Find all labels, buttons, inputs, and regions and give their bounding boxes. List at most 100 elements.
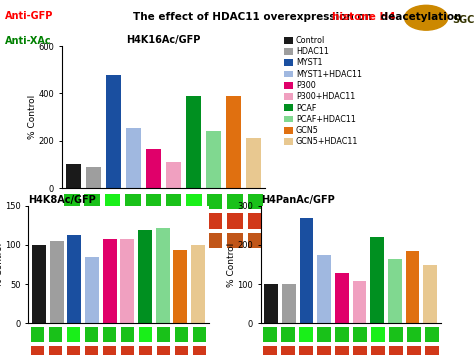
Bar (227, 233, 243, 248)
Bar (84, 233, 100, 248)
Bar (105, 233, 120, 248)
Bar (146, 149, 161, 188)
Bar (299, 346, 312, 355)
Bar (138, 230, 152, 323)
Bar (50, 241, 64, 323)
Bar (105, 213, 120, 229)
Bar (103, 346, 116, 355)
Bar (281, 346, 294, 355)
Text: The effect of HDAC11 overexpression on: The effect of HDAC11 overexpression on (133, 12, 375, 22)
Text: Anti-XAc: Anti-XAc (5, 36, 51, 45)
Bar (121, 346, 134, 355)
Bar (207, 194, 222, 209)
Bar (186, 194, 202, 209)
Bar (186, 213, 202, 229)
Text: H4PanAc/GFP: H4PanAc/GFP (261, 195, 335, 205)
Bar (157, 346, 170, 355)
Bar (49, 346, 62, 355)
Bar (281, 327, 294, 342)
Text: Anti-GFP: Anti-GFP (5, 11, 53, 21)
Bar (146, 213, 161, 229)
Bar (425, 346, 438, 355)
Title: H4K16Ac/GFP: H4K16Ac/GFP (127, 36, 201, 45)
Bar (186, 233, 202, 248)
Bar (206, 131, 221, 188)
Y-axis label: % Control: % Control (0, 242, 4, 286)
Bar (371, 346, 384, 355)
Bar (353, 281, 366, 323)
Bar (85, 346, 98, 355)
Bar (407, 327, 420, 342)
Bar (406, 251, 419, 323)
Bar (125, 194, 141, 209)
Bar (85, 257, 99, 323)
Bar (67, 327, 80, 342)
Bar (318, 255, 331, 323)
Bar (31, 327, 44, 342)
Y-axis label: % Control: % Control (27, 95, 36, 139)
Bar (335, 346, 348, 355)
Bar (388, 260, 402, 323)
Text: deacetylation: deacetylation (377, 12, 461, 22)
Bar (125, 233, 141, 248)
Bar (207, 213, 222, 229)
Circle shape (404, 5, 447, 30)
Bar (66, 164, 82, 188)
Bar (353, 327, 366, 342)
Bar (85, 327, 98, 342)
Bar (146, 233, 161, 248)
Bar (407, 346, 420, 355)
Bar (282, 284, 296, 323)
Bar (300, 218, 313, 323)
Bar (84, 194, 100, 209)
Bar (264, 284, 278, 323)
Bar (32, 245, 46, 323)
Bar (106, 75, 121, 188)
Bar (335, 327, 348, 342)
Bar (121, 327, 134, 342)
Bar (175, 346, 188, 355)
Bar (263, 327, 276, 342)
Bar (156, 228, 170, 323)
Bar (193, 346, 206, 355)
Bar (317, 327, 330, 342)
Bar (423, 265, 437, 323)
Bar (317, 346, 330, 355)
Bar (86, 167, 101, 188)
Bar (146, 194, 161, 209)
Bar (193, 327, 206, 342)
Bar (84, 213, 100, 229)
Bar (139, 346, 152, 355)
Bar (299, 327, 312, 342)
Bar (173, 250, 187, 323)
Bar (247, 194, 263, 209)
Bar (353, 346, 366, 355)
Bar (186, 96, 201, 188)
Bar (175, 327, 188, 342)
Bar (125, 213, 141, 229)
Bar (246, 138, 261, 188)
Bar (67, 346, 80, 355)
Bar (49, 327, 62, 342)
Y-axis label: % Control: % Control (227, 242, 236, 286)
Text: H4K8Ac/GFP: H4K8Ac/GFP (28, 195, 96, 205)
Bar (103, 240, 117, 323)
Bar (139, 327, 152, 342)
Bar (64, 194, 80, 209)
Bar (335, 273, 349, 323)
Bar (389, 346, 402, 355)
Bar (64, 233, 80, 248)
Bar (67, 235, 81, 323)
Bar (263, 346, 276, 355)
Bar (157, 327, 170, 342)
Bar (166, 162, 182, 188)
Text: SGC: SGC (452, 15, 474, 24)
Bar (166, 194, 182, 209)
Bar (371, 327, 384, 342)
Bar (227, 213, 243, 229)
Bar (31, 346, 44, 355)
Bar (126, 128, 141, 188)
Legend: Control, HDAC11, MYST1, MYST1+HDAC11, P300, P300+HDAC11, PCAF, PCAF+HDAC11, GCN5: Control, HDAC11, MYST1, MYST1+HDAC11, P3… (283, 36, 362, 146)
Bar (103, 327, 116, 342)
Bar (166, 213, 182, 229)
